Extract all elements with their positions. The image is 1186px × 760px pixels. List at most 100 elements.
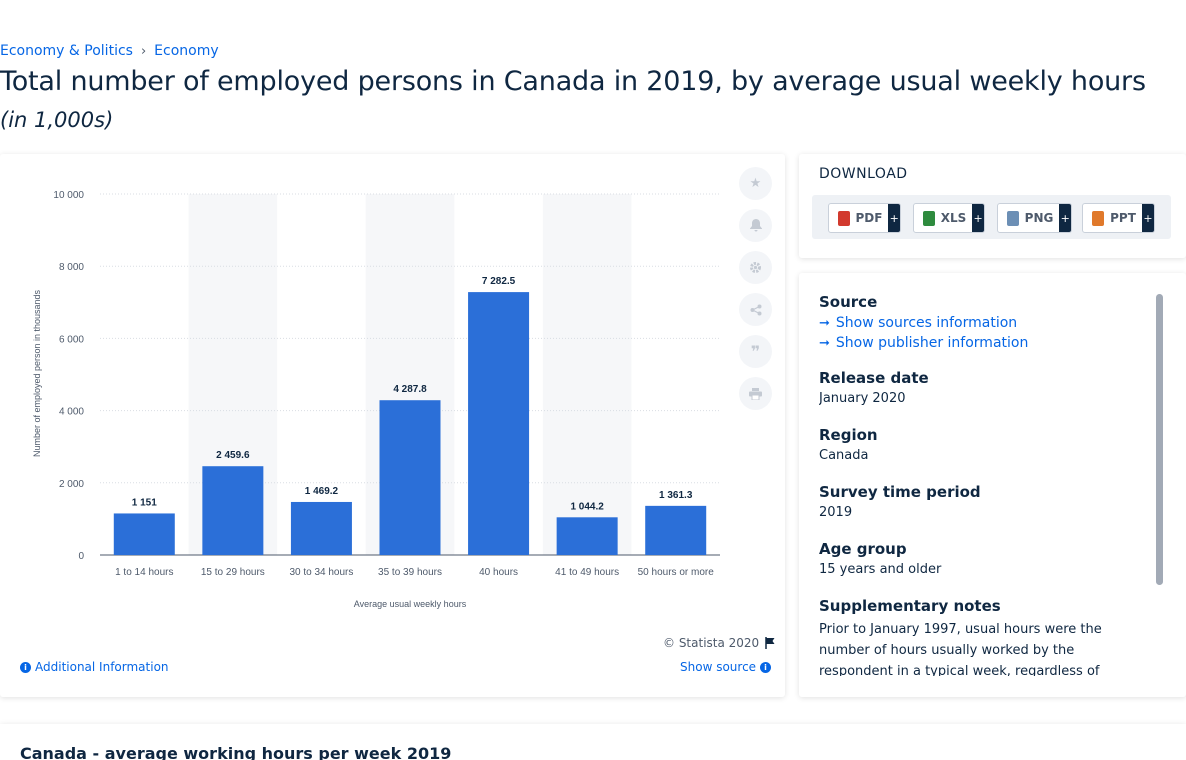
download-png-button[interactable]: PNG + bbox=[997, 203, 1072, 233]
x-tick-label: 41 to 49 hours bbox=[555, 567, 619, 578]
survey-period-label: Survey time period bbox=[819, 483, 981, 501]
region-value: Canada bbox=[819, 448, 869, 463]
quote-icon: ❞ bbox=[750, 342, 761, 361]
info-scrollbar[interactable] bbox=[1156, 294, 1163, 585]
release-date-label: Release date bbox=[819, 369, 929, 387]
x-tick-label: 1 to 14 hours bbox=[115, 567, 173, 578]
bar bbox=[202, 466, 264, 555]
chart-band bbox=[542, 194, 632, 555]
y-tick-label: 0 bbox=[78, 551, 84, 562]
supplementary-notes-value: Prior to January 1997, usual hours were … bbox=[819, 622, 1102, 676]
png-file-icon bbox=[1007, 210, 1019, 226]
download-png-label: PNG bbox=[1024, 211, 1054, 225]
download-ppt-label: PPT bbox=[1110, 211, 1136, 225]
bar bbox=[468, 292, 530, 555]
additional-information-label: Additional Information bbox=[35, 660, 169, 674]
y-tick-label: 2 000 bbox=[59, 479, 84, 490]
breadcrumb-separator: › bbox=[140, 43, 147, 59]
bar-value-label: 1 469.2 bbox=[305, 486, 339, 497]
info-icon: i bbox=[20, 661, 31, 673]
bar-value-label: 1 044.2 bbox=[570, 501, 604, 512]
cite-button[interactable]: ❞ bbox=[739, 335, 772, 368]
statistic-info-card: Source ➞ Show sources information ➞ Show… bbox=[799, 273, 1186, 697]
x-tick-label: 35 to 39 hours bbox=[378, 567, 442, 578]
region-label: Region bbox=[819, 426, 878, 444]
additional-information-link[interactable]: i Additional Information bbox=[20, 660, 169, 674]
y-tick-label: 8 000 bbox=[59, 262, 84, 273]
download-bar: PDF + XLS + PNG + PPT + bbox=[812, 195, 1171, 239]
copyright: © Statista 2020 bbox=[663, 636, 776, 650]
bar-value-label: 7 282.5 bbox=[482, 276, 516, 287]
star-icon: ★ bbox=[749, 176, 762, 191]
bell-icon bbox=[749, 219, 762, 232]
show-sources-link[interactable]: ➞ Show sources information bbox=[819, 315, 1149, 331]
page-title: Total number of employed persons in Cana… bbox=[0, 66, 1146, 97]
info-scrollbar-thumb[interactable] bbox=[1156, 294, 1163, 585]
show-source-link[interactable]: Show source i bbox=[680, 660, 772, 674]
bar bbox=[379, 400, 441, 555]
info-scroll-area[interactable]: Source ➞ Show sources information ➞ Show… bbox=[819, 293, 1149, 676]
y-axis-title: Number of employed person in thousands bbox=[32, 289, 42, 457]
x-tick-label: 40 hours bbox=[479, 567, 518, 578]
bar-chart: 0 2 000 4 000 6 000 8 000 10 000 1 151 1 to 14 … bbox=[32, 190, 720, 609]
favorite-button[interactable]: ★ bbox=[739, 167, 772, 200]
bar-value-label: 1 151 bbox=[132, 497, 157, 508]
y-tick-label: 10 000 bbox=[53, 190, 84, 201]
copyright-text: © Statista 2020 bbox=[663, 636, 760, 650]
arrow-right-icon: ➞ bbox=[819, 315, 830, 331]
notification-button[interactable] bbox=[739, 209, 772, 242]
supplementary-notes-label: Supplementary notes bbox=[819, 597, 1001, 615]
y-tick-label: 4 000 bbox=[59, 407, 84, 418]
x-tick-label: 30 to 34 hours bbox=[289, 567, 353, 578]
bar-value-label: 2 459.6 bbox=[216, 450, 250, 461]
bar bbox=[556, 517, 618, 555]
plus-icon: + bbox=[1059, 204, 1071, 232]
release-date-value: January 2020 bbox=[819, 391, 906, 406]
show-publisher-label: Show publisher information bbox=[835, 335, 1029, 351]
age-group-value: 15 years and older bbox=[819, 562, 942, 577]
settings-button[interactable] bbox=[739, 251, 772, 284]
arrow-right-icon: ➞ bbox=[819, 335, 830, 351]
related-statistic-card[interactable] bbox=[0, 724, 1186, 760]
download-card: DOWNLOAD PDF + XLS + PNG + PPT + bbox=[799, 154, 1186, 258]
x-tick-label: 50 hours or more bbox=[638, 567, 715, 578]
share-icon bbox=[750, 304, 761, 315]
show-publisher-link[interactable]: ➞ Show publisher information bbox=[819, 335, 1149, 351]
pdf-file-icon bbox=[838, 210, 850, 226]
x-axis-title: Average usual weekly hours bbox=[354, 599, 467, 609]
chart-card: 0 2 000 4 000 6 000 8 000 10 000 1 151 1 to 14 … bbox=[0, 154, 785, 697]
ppt-file-icon bbox=[1092, 210, 1105, 226]
download-pdf-button[interactable]: PDF + bbox=[828, 203, 901, 233]
show-sources-label: Show sources information bbox=[835, 315, 1018, 331]
breadcrumb-economy[interactable]: Economy bbox=[154, 43, 219, 59]
plus-icon: + bbox=[972, 204, 984, 232]
download-xls-label: XLS bbox=[940, 211, 967, 225]
plus-icon: + bbox=[888, 204, 900, 232]
bar bbox=[113, 513, 175, 555]
breadcrumb: Economy & Politics › Economy bbox=[0, 43, 219, 59]
xls-file-icon bbox=[923, 210, 935, 226]
share-button[interactable] bbox=[739, 293, 772, 326]
download-pdf-label: PDF bbox=[855, 211, 883, 225]
flag-icon[interactable] bbox=[765, 637, 776, 649]
download-ppt-button[interactable]: PPT + bbox=[1082, 203, 1155, 233]
related-statistic-title[interactable]: Canada - average working hours per week … bbox=[20, 744, 452, 760]
bar bbox=[645, 505, 707, 555]
show-source-label: Show source bbox=[680, 660, 757, 674]
page-subtitle: (in 1,000s) bbox=[0, 108, 114, 132]
y-tick-label: 6 000 bbox=[59, 334, 84, 345]
download-xls-button[interactable]: XLS + bbox=[913, 203, 985, 233]
age-group-label: Age group bbox=[819, 540, 907, 558]
x-tick-label: 15 to 29 hours bbox=[201, 567, 265, 578]
info-icon: i bbox=[760, 661, 772, 673]
breadcrumb-economy-politics[interactable]: Economy & Politics bbox=[0, 43, 133, 59]
print-icon bbox=[749, 387, 762, 400]
download-title: DOWNLOAD bbox=[819, 166, 908, 182]
gear-icon bbox=[750, 262, 761, 273]
bar bbox=[290, 501, 352, 555]
bar-value-label: 1 361.3 bbox=[659, 490, 693, 501]
print-button[interactable] bbox=[739, 377, 772, 410]
plus-icon: + bbox=[1141, 204, 1154, 232]
source-label: Source bbox=[819, 293, 878, 311]
bar-value-label: 4 287.8 bbox=[393, 384, 427, 395]
